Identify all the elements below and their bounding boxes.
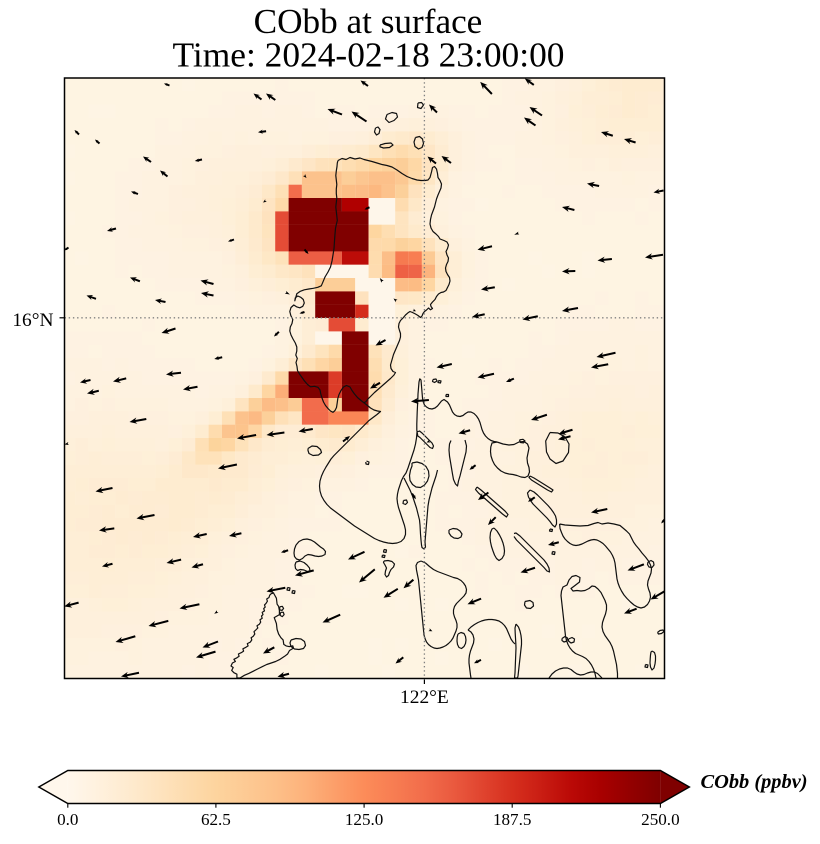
svg-text:Time: 2024-02-18 23:00:00: Time: 2024-02-18 23:00:00 xyxy=(173,35,565,75)
svg-text:CObb at surface: CObb at surface xyxy=(254,2,483,41)
svg-text:16°N: 16°N xyxy=(12,310,53,331)
svg-text:CObb (ppbv): CObb (ppbv) xyxy=(701,771,808,793)
svg-text:122°E: 122°E xyxy=(400,687,449,708)
svg-text:187.5: 187.5 xyxy=(493,810,531,829)
svg-text:250.0: 250.0 xyxy=(641,810,679,829)
svg-text:0.0: 0.0 xyxy=(57,810,78,829)
svg-text:125.0: 125.0 xyxy=(345,810,383,829)
svg-text:62.5: 62.5 xyxy=(201,810,231,829)
